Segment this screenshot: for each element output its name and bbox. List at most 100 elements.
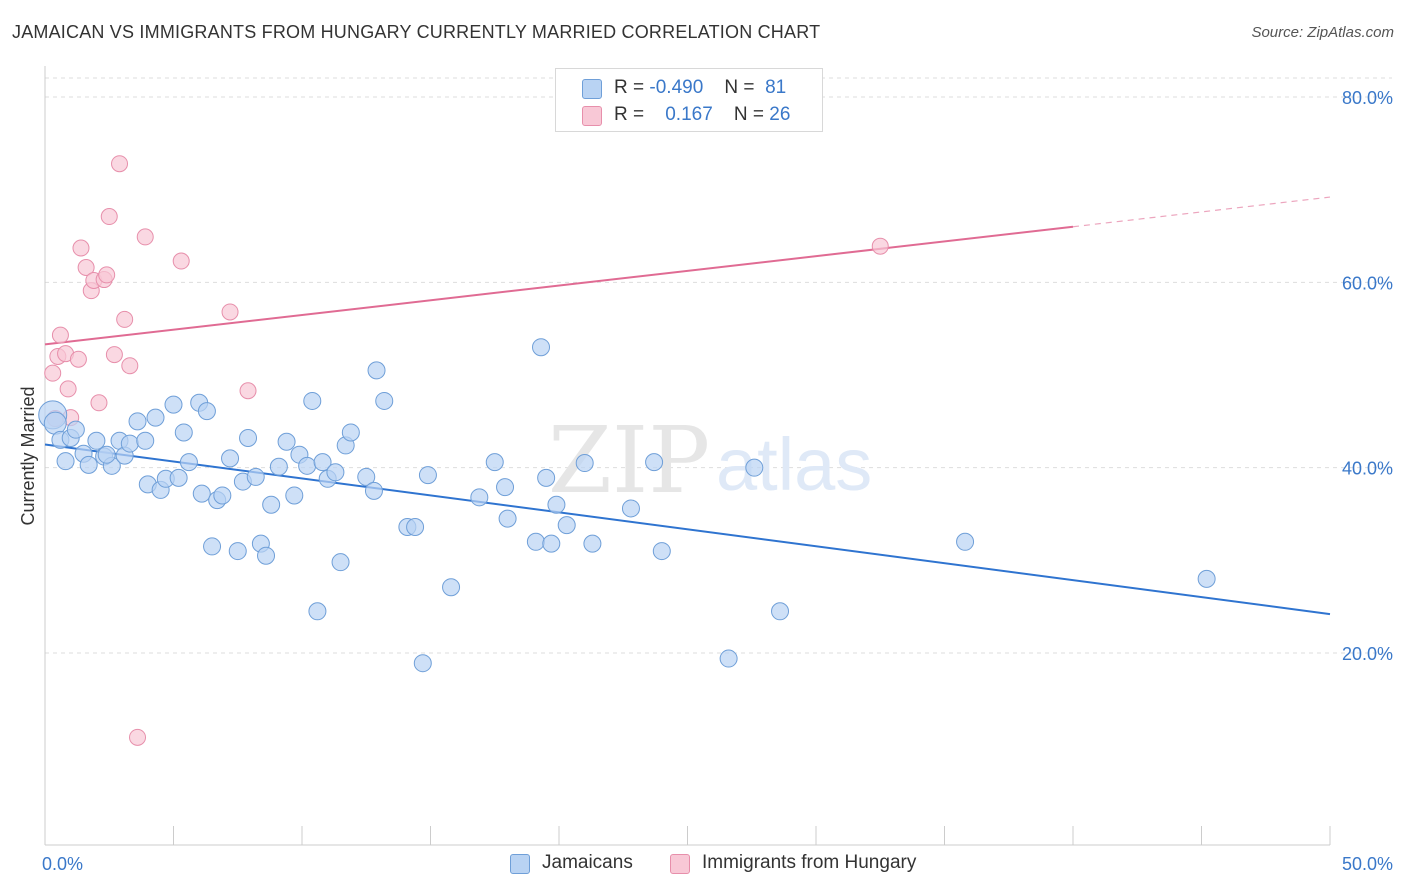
- watermark-zip: ZIP: [548, 407, 710, 514]
- point-jamaicans: [164, 395, 183, 414]
- trend-line-hungary-extension: [1072, 196, 1331, 228]
- y-tick-label: 40.0%: [1342, 459, 1393, 479]
- watermark: ZIP atlas: [548, 407, 872, 514]
- point-jamaicans: [532, 338, 551, 357]
- point-jamaicans: [367, 361, 386, 380]
- point-jamaicans: [645, 453, 664, 472]
- x-tick-label: 0.0%: [42, 854, 83, 874]
- point-jamaicans: [498, 509, 517, 528]
- point-hungary: [172, 252, 190, 270]
- point-jamaicans: [413, 654, 432, 673]
- point-jamaicans: [298, 456, 317, 475]
- point-jamaicans: [120, 434, 139, 453]
- point-jamaicans: [192, 484, 211, 503]
- point-jamaicans: [169, 468, 188, 487]
- point-jamaicans: [357, 467, 376, 486]
- point-jamaicans: [326, 463, 345, 482]
- stats-legend: R = -0.490 N = 81 R = 0.167 N = 26: [555, 68, 823, 132]
- gridlines: [45, 77, 1392, 654]
- point-hungary: [100, 208, 118, 226]
- legend-r-value: 0.167: [665, 104, 713, 125]
- point-jamaicans: [771, 602, 790, 621]
- point-jamaicans: [652, 542, 671, 561]
- bottom-legend-label: Jamaicans: [542, 852, 633, 873]
- point-jamaicans: [179, 453, 198, 472]
- point-hungary: [90, 394, 108, 412]
- point-jamaicans: [128, 412, 147, 431]
- point-jamaicans: [470, 488, 489, 507]
- point-jamaicans: [174, 423, 193, 442]
- legend-r-label: R =: [614, 104, 645, 125]
- point-jamaicans: [496, 478, 515, 497]
- bottom-legend-swatch-jamaicans: [510, 854, 530, 874]
- point-jamaicans: [313, 453, 332, 472]
- legend-n-value: 26: [769, 104, 791, 125]
- trend-line-hungary: [44, 225, 1074, 346]
- legend-n-value: 81: [765, 77, 787, 98]
- point-hungary: [221, 303, 239, 321]
- point-hungary: [871, 237, 889, 255]
- point-jamaicans: [1197, 569, 1216, 588]
- point-jamaicans: [583, 534, 602, 553]
- y-tick-label: 80.0%: [1342, 88, 1393, 108]
- legend-row-text: R = -0.490 N = 81: [614, 77, 786, 99]
- point-jamaicans: [341, 423, 360, 442]
- point-jamaicans: [364, 481, 383, 500]
- point-hungary: [44, 364, 62, 382]
- legend-n-label: N =: [733, 104, 765, 125]
- point-hungary: [98, 266, 116, 284]
- legend-swatch-hungary: [582, 106, 602, 126]
- point-jamaicans: [526, 532, 545, 551]
- x-tick-label: 50.0%: [1342, 854, 1393, 874]
- point-jamaicans: [228, 542, 247, 561]
- point-jamaicans: [285, 486, 304, 505]
- point-jamaicans: [745, 458, 764, 477]
- tick-labels: 20.0% 40.0% 60.0% 80.0% 0.0% 50.0%: [42, 88, 1393, 874]
- y-axis-label: Currently Married: [18, 386, 38, 525]
- source-label: Source: ZipAtlas.com: [1251, 24, 1394, 41]
- point-jamaicans: [197, 402, 216, 421]
- point-jamaicans: [56, 452, 75, 471]
- point-jamaicans: [87, 431, 106, 450]
- point-hungary: [239, 382, 257, 400]
- point-jamaicans: [418, 466, 437, 485]
- point-jamaicans: [557, 516, 576, 535]
- point-jamaicans: [43, 411, 67, 435]
- point-jamaicans: [719, 649, 738, 668]
- legend-row-text: R = 0.167 N = 26: [614, 104, 790, 126]
- point-hungary: [105, 346, 123, 364]
- point-jamaicans: [308, 602, 327, 621]
- point-jamaicans: [442, 578, 461, 597]
- point-jamaicans: [221, 449, 240, 468]
- point-jamaicans: [213, 486, 232, 505]
- legend-n-label: N =: [724, 77, 755, 98]
- point-hungary: [51, 326, 69, 344]
- legend-r-label: R =: [614, 77, 645, 98]
- point-hungary: [77, 259, 95, 277]
- point-jamaicans: [239, 429, 258, 448]
- point-jamaicans: [136, 431, 155, 450]
- point-jamaicans: [203, 537, 222, 556]
- point-jamaicans: [406, 517, 425, 536]
- bottom-legend-swatch-hungary: [670, 854, 690, 874]
- point-hungary: [72, 239, 90, 257]
- bottom-legend-label: Immigrants from Hungary: [702, 852, 917, 873]
- legend-swatch-jamaicans: [582, 79, 602, 99]
- point-hungary: [129, 728, 147, 746]
- point-hungary: [111, 155, 129, 173]
- legend-r-value: -0.490: [649, 77, 704, 98]
- point-jamaicans: [375, 391, 394, 410]
- point-jamaicans: [246, 467, 265, 486]
- point-jamaicans: [537, 468, 556, 487]
- point-hungary: [116, 310, 134, 328]
- point-hungary: [69, 350, 87, 368]
- point-jamaicans: [79, 455, 98, 474]
- watermark-atlas: atlas: [716, 423, 872, 506]
- point-jamaicans: [146, 408, 165, 427]
- data-points: [38, 155, 1216, 746]
- y-tick-label: 20.0%: [1342, 644, 1393, 664]
- point-hungary: [136, 228, 154, 246]
- point-jamaicans: [331, 553, 350, 572]
- point-hungary: [59, 380, 77, 398]
- point-jamaicans: [257, 546, 276, 565]
